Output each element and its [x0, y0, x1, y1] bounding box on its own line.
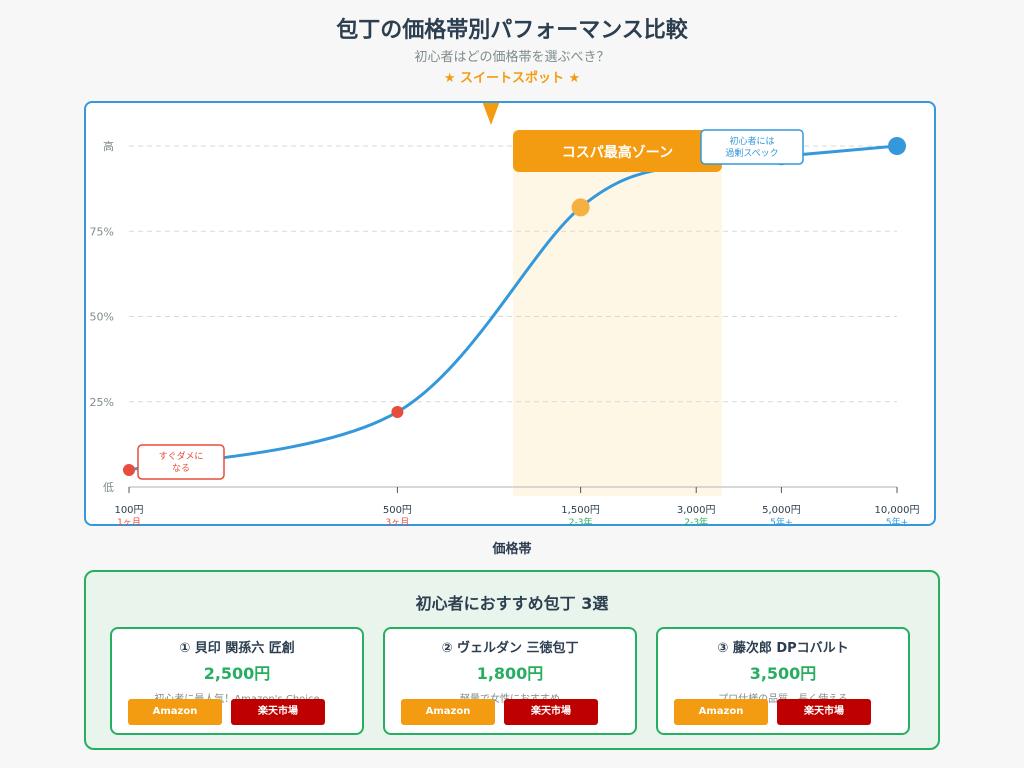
y-tick-label: 25%	[90, 396, 114, 409]
y-tick-label: 高	[103, 139, 114, 153]
product-card-verdun: ② ヴェルダン 三徳包丁 1,800円 軽量で女性におすすめ Amazon 楽天…	[383, 627, 637, 735]
sweet-spot-arrow	[482, 103, 500, 125]
zone-label-box	[513, 130, 722, 172]
product-card-tojiro: ③ 藤次郎 DPコバルト 3,500円 プロ仕様の品質、長く使える Amazon…	[656, 627, 910, 735]
product-price: 2,500円	[203, 664, 271, 683]
data-point	[123, 463, 135, 476]
zone-label: コスパ最高ゾーン	[562, 144, 673, 161]
data-point	[571, 198, 590, 217]
rakuten-button[interactable]: 楽天市場	[231, 699, 325, 725]
annotation-box-high	[700, 129, 804, 165]
x-tick-label: 1,500円	[561, 505, 600, 516]
amazon-button[interactable]: Amazon	[401, 699, 495, 725]
page-subtitle: 初心者はどの価格帯を選ぶべき？	[414, 50, 610, 65]
annotation-box-low	[137, 444, 225, 480]
product-price: 3,500円	[749, 664, 817, 683]
y-tick-label: 50%	[90, 311, 114, 324]
y-tick-label: 低	[103, 481, 114, 494]
annotation-text: 過剰スペック	[725, 147, 778, 159]
sweet-spot-label: ★ スイートスポット ★	[443, 71, 581, 86]
x-axis-label: 価格帯	[492, 542, 532, 557]
annotation-text: なる	[172, 463, 190, 474]
x-tick-sublabel: 5年+	[886, 516, 908, 528]
x-tick-label: 10,000円	[875, 505, 920, 516]
amazon-button[interactable]: Amazon	[128, 699, 222, 725]
x-tick-sublabel: 5年+	[770, 516, 792, 528]
x-tick-label: 3,000円	[677, 505, 716, 516]
x-tick-label: 5,000円	[762, 505, 801, 516]
x-tick-sublabel: 2-3年	[684, 516, 708, 528]
recommendation-title: 初心者におすすめ包丁 3選	[415, 594, 609, 613]
highlight-zone	[513, 131, 722, 496]
product-name: ① 貝印 関孫六 匠創	[179, 641, 295, 656]
performance-chart: 低25%50%75%高100円1ヶ月500円3ヶ月1,500円2-3年3,000…	[90, 103, 920, 528]
rakuten-button[interactable]: 楽天市場	[777, 699, 871, 725]
product-price: 1,800円	[476, 664, 544, 683]
data-point	[888, 137, 906, 155]
amazon-button[interactable]: Amazon	[674, 699, 768, 725]
chart-panel: 低 25% 50% 75% 高 100円 1ヶ月 500円 3ヶ月 1,500円 2-3年 3,000…	[84, 101, 936, 528]
x-tick-label: 100円	[114, 505, 143, 516]
x-tick-sublabel: 2-3年	[569, 516, 593, 528]
annotation-text: すぐダメに	[159, 450, 204, 462]
data-point	[391, 405, 404, 418]
page-title: 包丁の価格帯別パフォーマンス比較	[336, 18, 688, 43]
product-card-kai: ① 貝印 関孫六 匠創 2,500円 初心者に最人気！Amazon's Choi…	[110, 627, 364, 735]
x-tick-sublabel: 3ヶ月	[386, 517, 410, 528]
rakuten-button[interactable]: 楽天市場	[504, 699, 598, 725]
product-name: ③ 藤次郎 DPコバルト	[717, 641, 849, 656]
recommendation-panel: 初心者におすすめ包丁 3選 ① 貝印 関孫六 匠創 2,500円 初心者に最人気…	[84, 570, 940, 750]
product-name: ② ヴェルダン 三徳包丁	[441, 641, 579, 656]
x-tick-sublabel: 1ヶ月	[117, 517, 141, 528]
annotation-text: 初心者には	[729, 135, 774, 147]
x-tick-label: 500円	[383, 505, 412, 516]
y-tick-label: 75%	[90, 225, 114, 238]
